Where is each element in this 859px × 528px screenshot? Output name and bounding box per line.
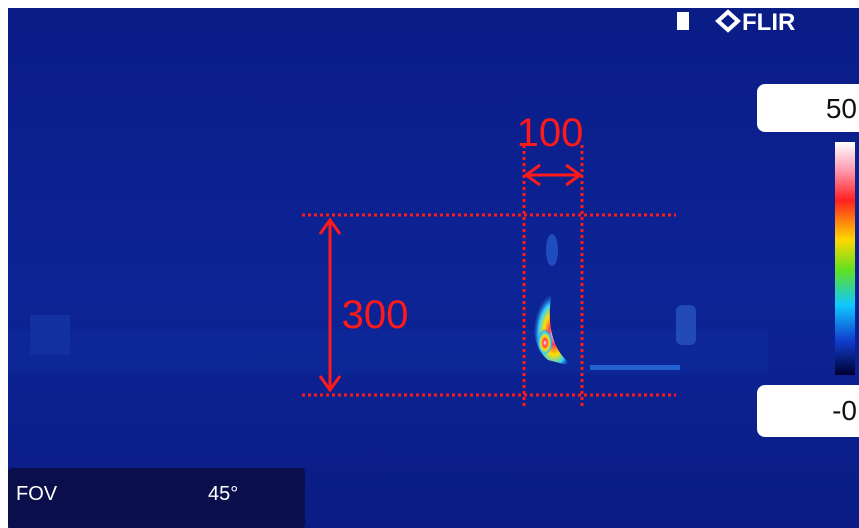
width-label: 100: [517, 111, 584, 155]
logo-icon: [677, 12, 689, 30]
warm-object: [590, 365, 680, 370]
status-label: FOV: [16, 483, 58, 505]
thermal-screen: FLIR 50 -0 100 300 FOV 45°: [0, 0, 859, 528]
scale-max: 50: [826, 93, 857, 124]
warm-object: [676, 305, 696, 345]
scale-min: -0: [832, 395, 857, 426]
warm-object: [546, 234, 558, 266]
status-value: 45°: [208, 483, 238, 505]
color-bar: [835, 142, 855, 375]
hot-spot: [537, 326, 553, 354]
height-label: 300: [342, 293, 409, 337]
thermal-image: [8, 8, 859, 528]
logo-text: FLIR: [742, 9, 795, 36]
